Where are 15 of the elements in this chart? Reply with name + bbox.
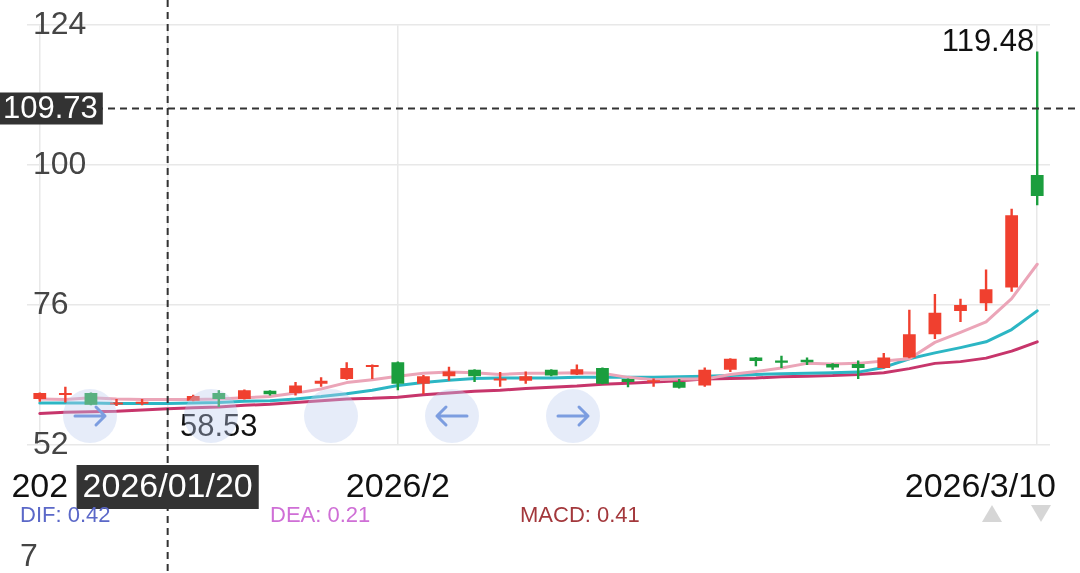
text: DEA: 0.21 [270, 502, 371, 528]
x-tick-label: 2026/2 [345, 466, 450, 505]
x-tick-label: 2026/3/10 [904, 466, 1057, 505]
y-tick-label: 124 [33, 5, 87, 42]
text: MACD: 0.41 [520, 502, 640, 528]
text: 7 [20, 537, 38, 573]
y-tick-label: 52 [33, 424, 69, 461]
annotation: 119.48 [941, 22, 1035, 58]
y-tick-label: 100 [33, 144, 87, 181]
y-tick-label: 76 [33, 284, 69, 321]
text: DIF: 0.42 [20, 502, 111, 528]
x-tick-label: 2026/01/20 [82, 466, 253, 505]
ref-line-label: 109.73 [3, 89, 98, 125]
annotation: 58.53 [180, 407, 258, 443]
x-tick-label: 202 [11, 466, 69, 505]
